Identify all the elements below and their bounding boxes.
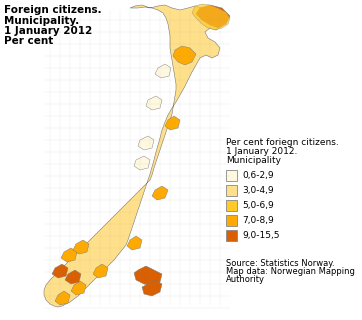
Polygon shape bbox=[127, 236, 142, 250]
Polygon shape bbox=[138, 136, 154, 150]
Text: Map data: Norwegian Mapping: Map data: Norwegian Mapping bbox=[226, 268, 355, 276]
Text: 1 January 2012: 1 January 2012 bbox=[4, 26, 92, 36]
Polygon shape bbox=[71, 281, 86, 295]
FancyBboxPatch shape bbox=[226, 230, 237, 241]
Polygon shape bbox=[134, 156, 150, 170]
Polygon shape bbox=[55, 291, 70, 305]
Text: 3,0-4,9: 3,0-4,9 bbox=[242, 186, 274, 196]
Polygon shape bbox=[192, 4, 230, 30]
Polygon shape bbox=[165, 116, 180, 130]
Polygon shape bbox=[61, 248, 77, 262]
Polygon shape bbox=[65, 270, 81, 284]
Polygon shape bbox=[44, 5, 228, 307]
FancyBboxPatch shape bbox=[226, 215, 237, 227]
Polygon shape bbox=[142, 280, 162, 296]
Polygon shape bbox=[146, 96, 162, 110]
Polygon shape bbox=[155, 64, 171, 78]
Text: Foreign citizens.: Foreign citizens. bbox=[4, 5, 102, 15]
Text: Per cent: Per cent bbox=[4, 36, 53, 46]
Polygon shape bbox=[173, 46, 196, 65]
Text: 0,6-2,9: 0,6-2,9 bbox=[242, 172, 274, 180]
Text: 9,0-15,5: 9,0-15,5 bbox=[242, 231, 279, 240]
FancyBboxPatch shape bbox=[226, 170, 237, 181]
Text: 7,0-8,9: 7,0-8,9 bbox=[242, 216, 274, 225]
Text: Source: Statistics Norway.: Source: Statistics Norway. bbox=[226, 260, 334, 268]
Polygon shape bbox=[52, 264, 68, 278]
Polygon shape bbox=[73, 240, 89, 254]
Text: Authority: Authority bbox=[226, 276, 265, 284]
Polygon shape bbox=[196, 5, 230, 28]
FancyBboxPatch shape bbox=[226, 185, 237, 196]
Text: Municipality.: Municipality. bbox=[4, 15, 79, 26]
Polygon shape bbox=[152, 186, 168, 200]
FancyBboxPatch shape bbox=[226, 200, 237, 212]
Text: Per cent foriegn citizens.: Per cent foriegn citizens. bbox=[226, 138, 339, 147]
Text: Municipality: Municipality bbox=[226, 156, 281, 164]
Polygon shape bbox=[93, 264, 108, 278]
Polygon shape bbox=[134, 266, 162, 286]
Text: 5,0-6,9: 5,0-6,9 bbox=[242, 201, 274, 211]
Text: 1 January 2012.: 1 January 2012. bbox=[226, 147, 297, 156]
